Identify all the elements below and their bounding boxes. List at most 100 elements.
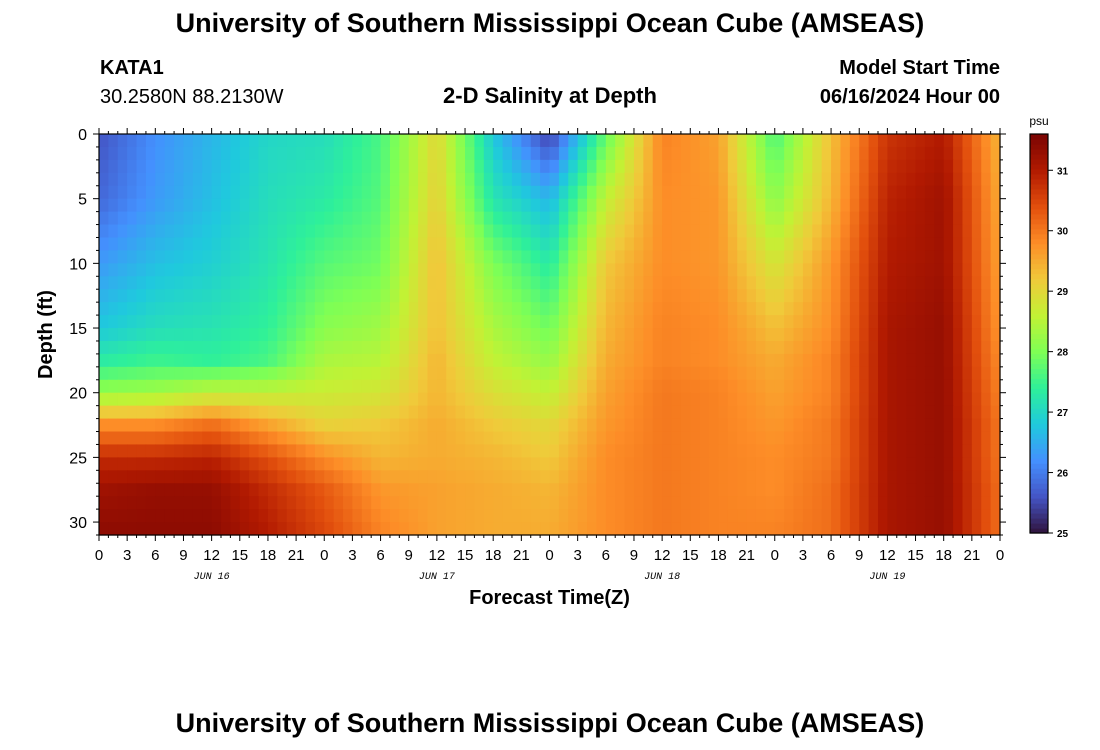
- heatmap-cell: [690, 418, 701, 433]
- heatmap-cell: [643, 483, 654, 497]
- colorbar-swatch: [1030, 238, 1048, 245]
- heatmap-cell: [446, 198, 457, 213]
- heatmap-cell: [821, 134, 832, 148]
- heatmap-cell: [108, 263, 119, 277]
- heatmap-cell: [174, 211, 185, 226]
- heatmap-cell: [136, 263, 147, 277]
- heatmap-cell: [164, 366, 175, 381]
- heatmap-cell: [605, 457, 616, 471]
- heatmap-cell: [643, 198, 654, 213]
- heatmap-cell: [361, 263, 372, 277]
- heatmap-cell: [192, 470, 203, 484]
- heatmap-cell: [361, 379, 372, 394]
- heatmap-cell: [192, 444, 203, 458]
- heatmap-cell: [211, 211, 222, 226]
- heatmap-cell: [192, 509, 203, 523]
- heatmap-cell: [465, 431, 476, 446]
- heatmap-cell: [906, 379, 917, 394]
- heatmap-cell: [662, 211, 673, 226]
- heatmap-cell: [145, 328, 156, 342]
- heatmap-cell: [183, 134, 194, 148]
- heatmap-cell: [877, 483, 888, 497]
- heatmap-cell: [568, 483, 579, 497]
- heatmap-cell: [624, 366, 635, 381]
- heatmap-cell: [530, 366, 541, 381]
- heatmap-cell: [277, 198, 288, 213]
- heatmap-cell: [540, 392, 551, 407]
- heatmap-cell: [408, 379, 419, 394]
- heatmap-cell: [718, 211, 729, 226]
- heatmap-cell: [962, 444, 973, 458]
- heatmap-cell: [605, 431, 616, 446]
- colorbar-swatch: [1030, 493, 1048, 499]
- heatmap-cell: [868, 250, 879, 264]
- heatmap-cell: [230, 457, 241, 471]
- heatmap-cell: [408, 522, 419, 536]
- heatmap-cell: [380, 366, 391, 381]
- heatmap-cell: [887, 146, 898, 161]
- heatmap-cell: [145, 134, 156, 148]
- heatmap-cell: [239, 315, 250, 329]
- heatmap-cell: [371, 418, 382, 433]
- heatmap-cell: [314, 379, 325, 394]
- heatmap-cell: [737, 263, 748, 277]
- day-label: JUN 19: [869, 572, 905, 583]
- heatmap-cell: [211, 159, 222, 174]
- heatmap-cell: [662, 405, 673, 420]
- heatmap-cell: [258, 185, 269, 200]
- heatmap-cell: [633, 159, 644, 174]
- heatmap-cell: [962, 276, 973, 290]
- heatmap-cell: [624, 405, 635, 420]
- heatmap-cell: [127, 405, 138, 420]
- heatmap-cell: [990, 289, 1001, 303]
- heatmap-cell: [474, 237, 485, 252]
- heatmap-cell: [690, 457, 701, 471]
- heatmap-cell: [493, 276, 504, 290]
- heatmap-cell: [202, 315, 213, 329]
- heatmap-cell: [408, 418, 419, 433]
- heatmap-cell: [183, 366, 194, 381]
- heatmap-cell: [971, 457, 982, 471]
- heatmap-cell: [868, 509, 879, 523]
- heatmap-cell: [615, 353, 626, 368]
- heatmap-cell: [887, 509, 898, 523]
- heatmap-cell: [530, 444, 541, 458]
- colorbar-swatch: [1030, 468, 1048, 474]
- heatmap-cell: [530, 483, 541, 497]
- heatmap-cell: [286, 392, 297, 407]
- heatmap-cell: [831, 211, 842, 226]
- heatmap-cell: [793, 276, 804, 290]
- heatmap-cell: [174, 522, 185, 536]
- heatmap-cell: [418, 263, 429, 277]
- heatmap-cell: [221, 211, 231, 226]
- heatmap-cell: [324, 263, 335, 277]
- heatmap-cell: [596, 263, 607, 277]
- heatmap-cell: [690, 185, 701, 200]
- heatmap-cell: [662, 185, 673, 200]
- heatmap-cell: [352, 263, 363, 277]
- heatmap-cell: [943, 444, 954, 458]
- heatmap-cell: [699, 146, 710, 161]
- heatmap-cell: [981, 198, 992, 213]
- heatmap-cell: [511, 224, 522, 239]
- heatmap-cell: [662, 470, 673, 484]
- heatmap-cell: [389, 418, 400, 433]
- heatmap-cell: [99, 418, 109, 433]
- heatmap-cell: [502, 483, 513, 497]
- heatmap-cell: [333, 146, 344, 161]
- heatmap-cell: [680, 198, 691, 213]
- heatmap-cell: [962, 211, 973, 226]
- heatmap-cell: [727, 340, 738, 355]
- heatmap-cell: [230, 509, 241, 523]
- heatmap-cell: [408, 276, 419, 290]
- heatmap-cell: [502, 159, 513, 174]
- heatmap-cell: [249, 198, 260, 213]
- heatmap-cell: [99, 237, 109, 252]
- heatmap-cell: [690, 276, 701, 290]
- heatmap-cell: [174, 250, 185, 264]
- heatmap-cell: [530, 250, 541, 264]
- heatmap-cell: [605, 340, 616, 355]
- heatmap-cell: [427, 431, 438, 446]
- heatmap-cell: [568, 134, 579, 148]
- heatmap-cell: [333, 302, 344, 316]
